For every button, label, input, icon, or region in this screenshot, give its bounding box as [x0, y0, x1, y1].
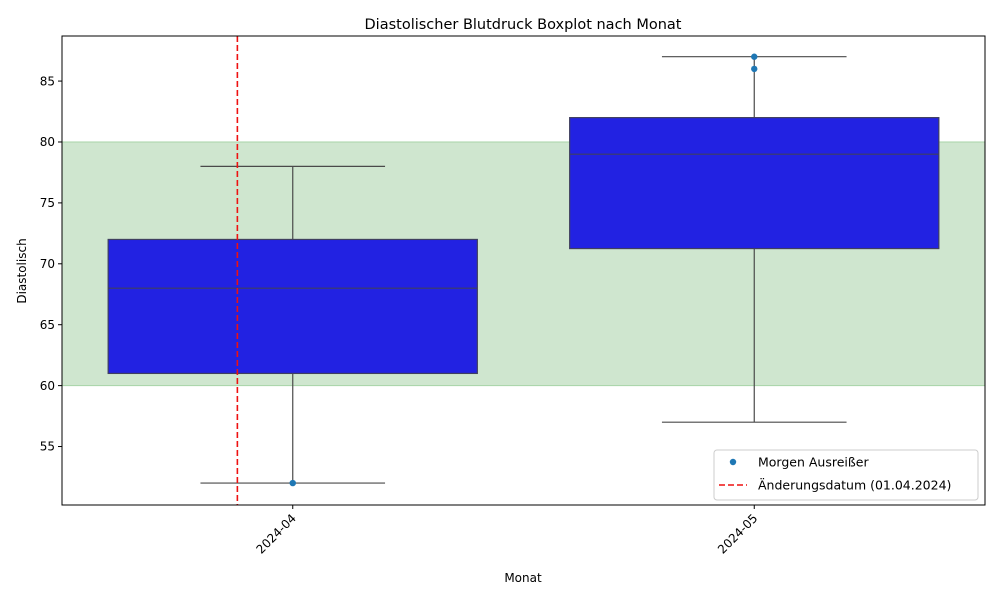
y-tick-label: 75 [40, 196, 55, 210]
box-2024-05 [569, 56, 940, 423]
y-tick-label: 60 [40, 379, 55, 393]
box-body [107, 238, 478, 375]
x-axis-label: Monat [504, 571, 542, 585]
y-axis-label: Diastolisch [15, 238, 29, 303]
y-tick-label: 85 [40, 74, 55, 88]
legend-change-label: Änderungsdatum (01.04.2024) [758, 478, 951, 493]
legend: Morgen Ausreißer Änderungsdatum (01.04.2… [713, 449, 979, 501]
x-tick-label: 2024-05 [715, 511, 760, 556]
legend-outlier-label: Morgen Ausreißer [758, 455, 869, 470]
y-tick-label: 80 [40, 135, 55, 149]
y-tick-label: 55 [40, 440, 55, 454]
y-tick-label: 70 [40, 257, 55, 271]
outliers-layer [289, 53, 758, 487]
box-body [569, 117, 940, 250]
chart-title: Diastolischer Blutdruck Boxplot nach Mon… [365, 17, 682, 33]
y-tick-label: 65 [40, 318, 55, 332]
outlier-point [751, 53, 758, 60]
legend-frame [713, 449, 979, 501]
plot-frame [61, 35, 986, 506]
box-2024-04 [107, 165, 478, 484]
boxes-layer [107, 56, 940, 484]
outlier-point [751, 65, 758, 73]
outlier-point [289, 479, 296, 487]
plot-area [61, 35, 986, 506]
x-tick-label: 2024-04 [254, 511, 299, 556]
legend-outlier-marker [729, 458, 737, 466]
x-axis: 2024-04 2024-05 [254, 505, 760, 557]
y-axis: 55 60 65 70 75 80 85 [40, 74, 62, 454]
